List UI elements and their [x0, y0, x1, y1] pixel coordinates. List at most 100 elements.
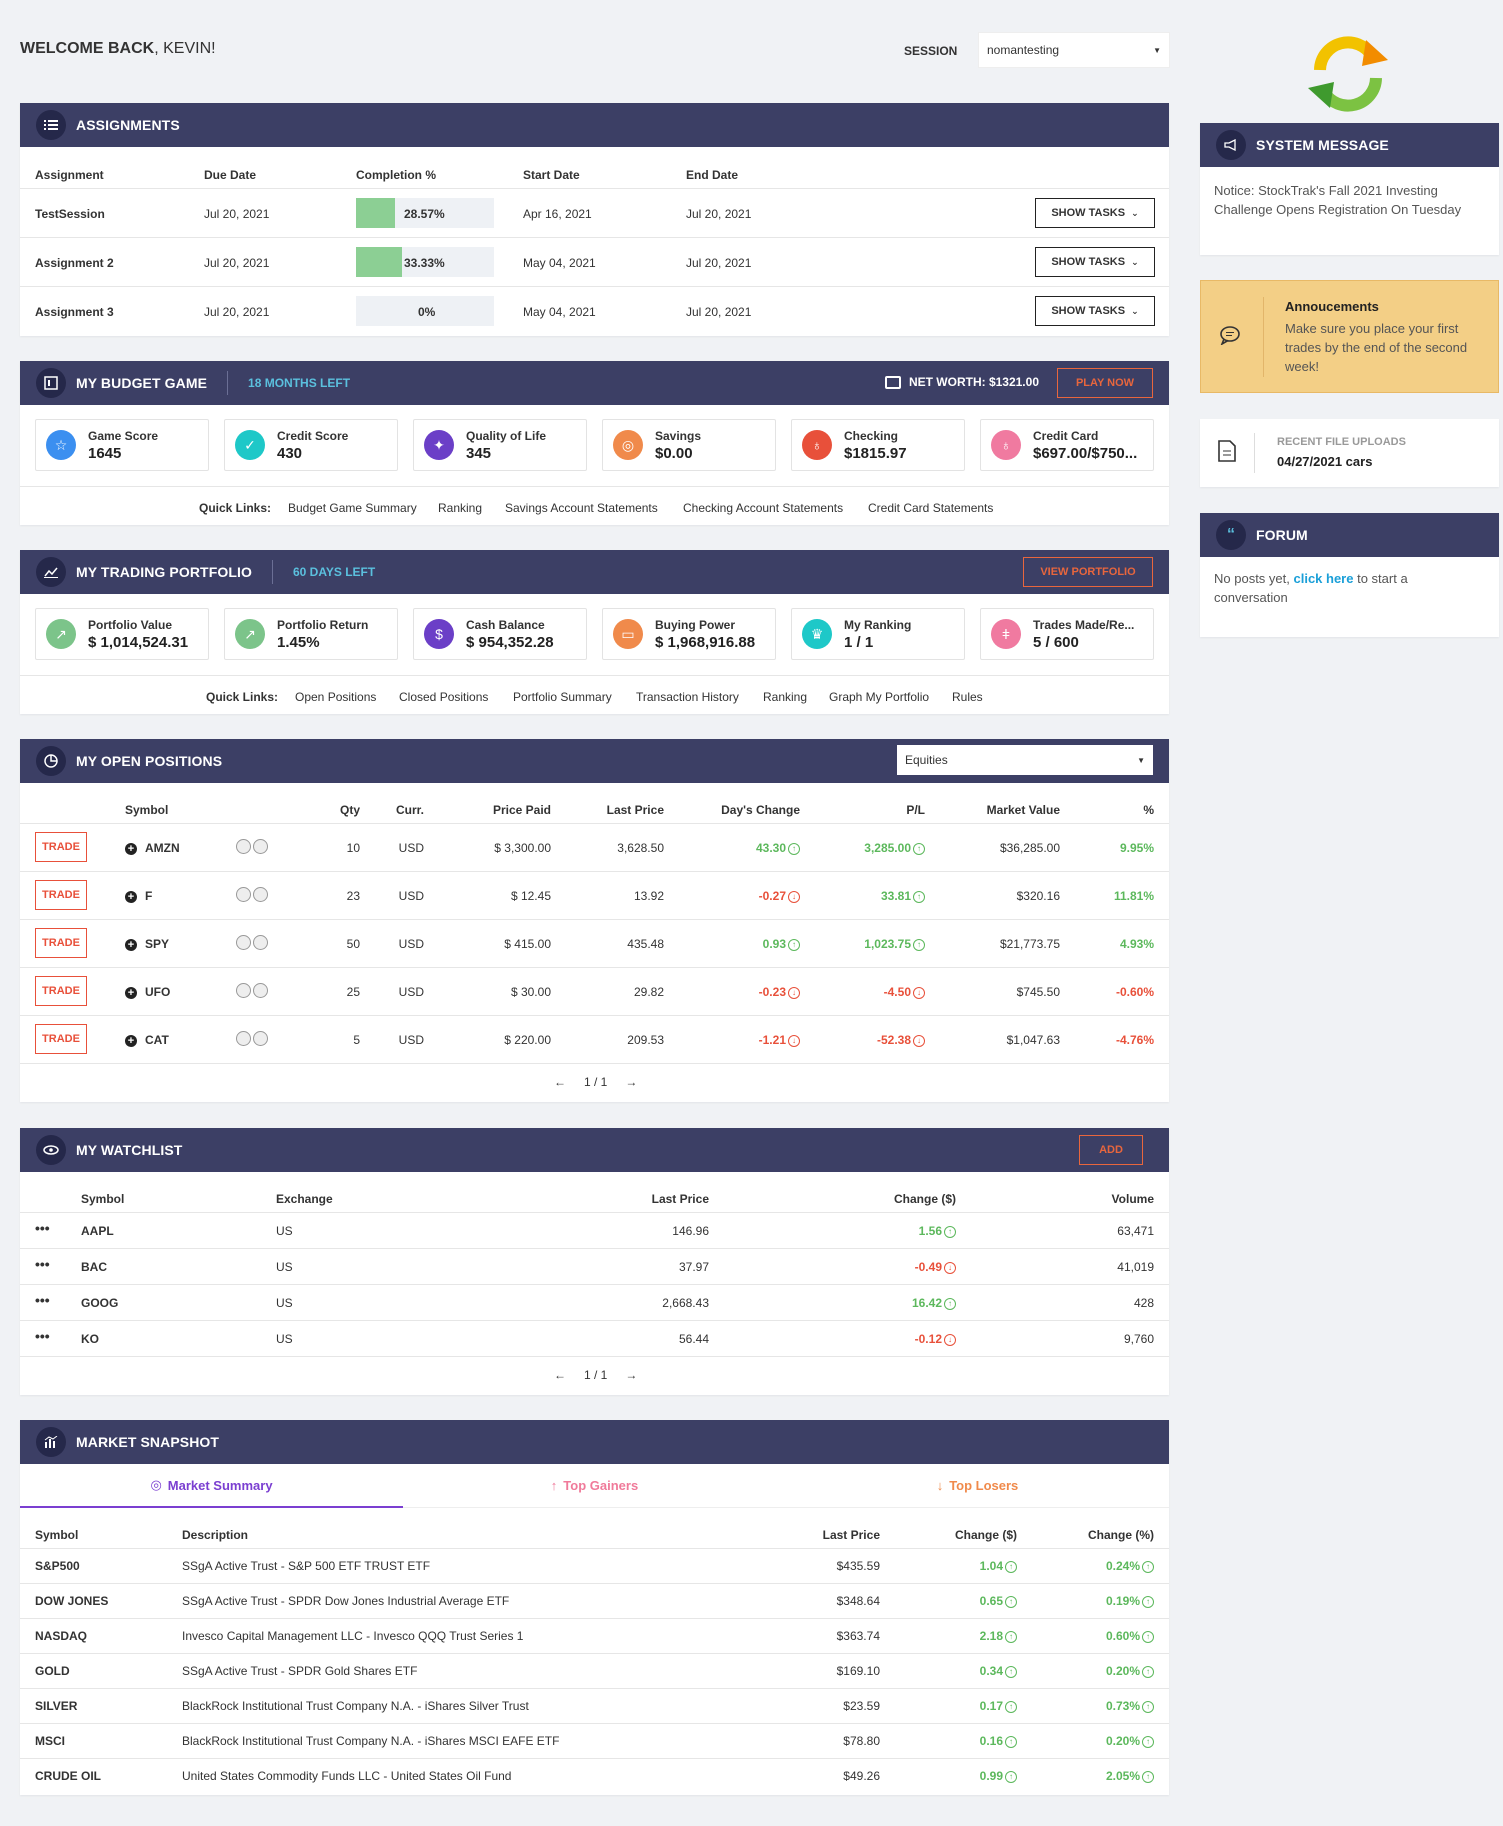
quick-link[interactable]: Credit Card Statements [868, 501, 994, 515]
market-value: $1,047.63 [1006, 1033, 1060, 1047]
info-icon[interactable] [236, 839, 251, 855]
chart-icon[interactable] [253, 839, 268, 855]
quick-link[interactable]: Ranking [763, 690, 808, 704]
arrow-up-circle-icon: ↑ [1005, 1630, 1017, 1643]
symbol-cell[interactable]: + F [125, 889, 152, 903]
trade-button[interactable]: TRADE [35, 976, 87, 1006]
show-tasks-button[interactable]: SHOW TASKS ⌄ [1035, 198, 1155, 228]
column-header: Change ($) [893, 1192, 956, 1206]
stat-tile[interactable]: ✦ Quality of Life 345 [413, 419, 587, 471]
symbol-cell[interactable]: + SPY [125, 937, 169, 951]
symbol[interactable]: KO [81, 1332, 99, 1346]
tab-top-gainers[interactable]: ↑ Top Gainers [403, 1464, 786, 1508]
chart-icon[interactable] [253, 983, 268, 999]
quick-link[interactable]: Transaction History [636, 690, 739, 704]
currency: USD [398, 889, 424, 903]
more-options-icon[interactable]: ••• [35, 1292, 50, 1308]
more-options-icon[interactable]: ••• [35, 1220, 50, 1236]
days-change: 43.30 ↑ [756, 841, 800, 855]
chat-icon [1219, 325, 1241, 350]
stat-tile[interactable]: ↗ Portfolio Return 1.45% [224, 608, 398, 660]
symbol-cell[interactable]: + AMZN [125, 841, 180, 855]
quick-link[interactable]: Rules [952, 690, 983, 704]
symbol-cell[interactable]: + UFO [125, 985, 170, 999]
stat-tile[interactable]: ↗ Portfolio Value $ 1,014,524.31 [35, 608, 209, 660]
quick-link[interactable]: Ranking [438, 501, 483, 515]
symbol[interactable]: AAPL [81, 1224, 114, 1238]
stat-tile[interactable]: ▭ Buying Power $ 1,968,916.88 [602, 608, 776, 660]
quick-link[interactable]: Open Positions [295, 690, 377, 704]
symbol-cell[interactable]: + CAT [125, 1033, 169, 1047]
trade-button[interactable]: TRADE [35, 880, 87, 910]
stat-text: My Ranking 1 / 1 [844, 618, 911, 651]
expand-plus-icon[interactable]: + [125, 939, 137, 951]
file-uploads-card[interactable]: RECENT FILE UPLOADS 04/27/2021 cars [1200, 419, 1499, 487]
price-paid: $ 30.00 [510, 985, 551, 999]
stat-tile[interactable]: ǂ Trades Made/Re... 5 / 600 [980, 608, 1154, 660]
change-dollar: 0.99 ↑ [980, 1769, 1017, 1783]
more-options-icon[interactable]: ••• [35, 1256, 50, 1272]
symbol: S&P500 [35, 1559, 80, 1573]
view-portfolio-button[interactable]: VIEW PORTFOLIO [1023, 557, 1153, 587]
stat-tile[interactable]: ◎ Savings $0.00 [602, 419, 776, 471]
show-tasks-button[interactable]: SHOW TASKS ⌄ [1035, 296, 1155, 326]
quick-link[interactable]: Budget Game Summary [288, 501, 417, 515]
expand-plus-icon[interactable]: + [125, 1035, 137, 1047]
info-icon[interactable] [236, 983, 251, 999]
symbol[interactable]: BAC [81, 1260, 107, 1274]
trade-button[interactable]: TRADE [35, 928, 87, 958]
stat-tile[interactable]: $ Cash Balance $ 954,352.28 [413, 608, 587, 660]
uploads-value: 04/27/2021 cars [1277, 454, 1373, 469]
session-select[interactable]: nomantesting ▼ [978, 32, 1170, 68]
tab-market-summary[interactable]: ◎ Market Summary [20, 1464, 403, 1508]
stat-tile[interactable]: ☆ Game Score 1645 [35, 419, 209, 471]
trade-button[interactable]: TRADE [35, 1024, 87, 1054]
stat-tile[interactable]: ♁ Credit Card $697.00/$750... [980, 419, 1154, 471]
stat-tile[interactable]: ✓ Credit Score 430 [224, 419, 398, 471]
chart-icon[interactable] [253, 935, 268, 951]
next-page-icon[interactable]: → [625, 1075, 638, 1089]
trade-label: TRADE [42, 985, 80, 997]
expand-plus-icon[interactable]: + [125, 987, 137, 999]
prev-page-icon[interactable]: ← [554, 1368, 566, 1382]
arrow-up-right-icon: ↗ [46, 619, 76, 649]
last-price: 146.96 [672, 1224, 709, 1238]
trade-button[interactable]: TRADE [35, 832, 87, 862]
play-now-button[interactable]: PLAY NOW [1057, 368, 1153, 398]
assignment-name: TestSession [35, 207, 105, 221]
chart-icon[interactable] [253, 1031, 268, 1047]
info-icon[interactable] [236, 1031, 251, 1047]
last-price: 209.53 [627, 1033, 664, 1047]
info-icon[interactable] [236, 935, 251, 951]
expand-plus-icon[interactable]: + [125, 891, 137, 903]
quick-link[interactable]: Graph My Portfolio [829, 690, 930, 704]
last-price: $78.80 [843, 1734, 880, 1748]
quick-link[interactable]: Savings Account Statements [505, 501, 658, 515]
stat-tile[interactable]: ♁ Checking $1815.97 [791, 419, 965, 471]
add-button[interactable]: ADD [1079, 1135, 1143, 1165]
more-options-icon[interactable]: ••• [35, 1328, 50, 1344]
tab-top-losers[interactable]: ↓ Top Losers [786, 1464, 1169, 1508]
prev-page-icon[interactable]: ← [554, 1075, 566, 1089]
quick-link[interactable]: Portfolio Summary [513, 690, 612, 704]
stat-tile[interactable]: ♛ My Ranking 1 / 1 [791, 608, 965, 660]
assignment-name: Assignment 2 [35, 256, 114, 270]
quick-link[interactable]: Checking Account Statements [683, 501, 844, 515]
qty: 10 [346, 841, 360, 855]
last-price: $348.64 [836, 1594, 880, 1608]
volume: 428 [1133, 1296, 1154, 1310]
quick-link[interactable]: Closed Positions [399, 690, 489, 704]
info-icon[interactable] [236, 887, 251, 903]
column-header: Last Price [606, 803, 664, 817]
symbol[interactable]: GOOG [81, 1296, 119, 1310]
show-tasks-button[interactable]: SHOW TASKS ⌄ [1035, 247, 1155, 277]
chart-icon[interactable] [253, 887, 268, 903]
stat-label: Trades Made/Re... [1033, 617, 1135, 632]
expand-plus-icon[interactable]: + [125, 843, 137, 855]
equities-select[interactable]: Equities ▼ [897, 745, 1153, 775]
trading-header: MY TRADING PORTFOLIO 60 DAYS LEFT VIEW P… [20, 550, 1169, 594]
next-page-icon[interactable]: → [625, 1368, 638, 1382]
change-value: -0.49 [914, 1260, 942, 1274]
system-message-card: SYSTEM MESSAGE Notice: StockTrak's Fall … [1200, 123, 1499, 255]
forum-click-here-link[interactable]: click here [1293, 571, 1354, 586]
